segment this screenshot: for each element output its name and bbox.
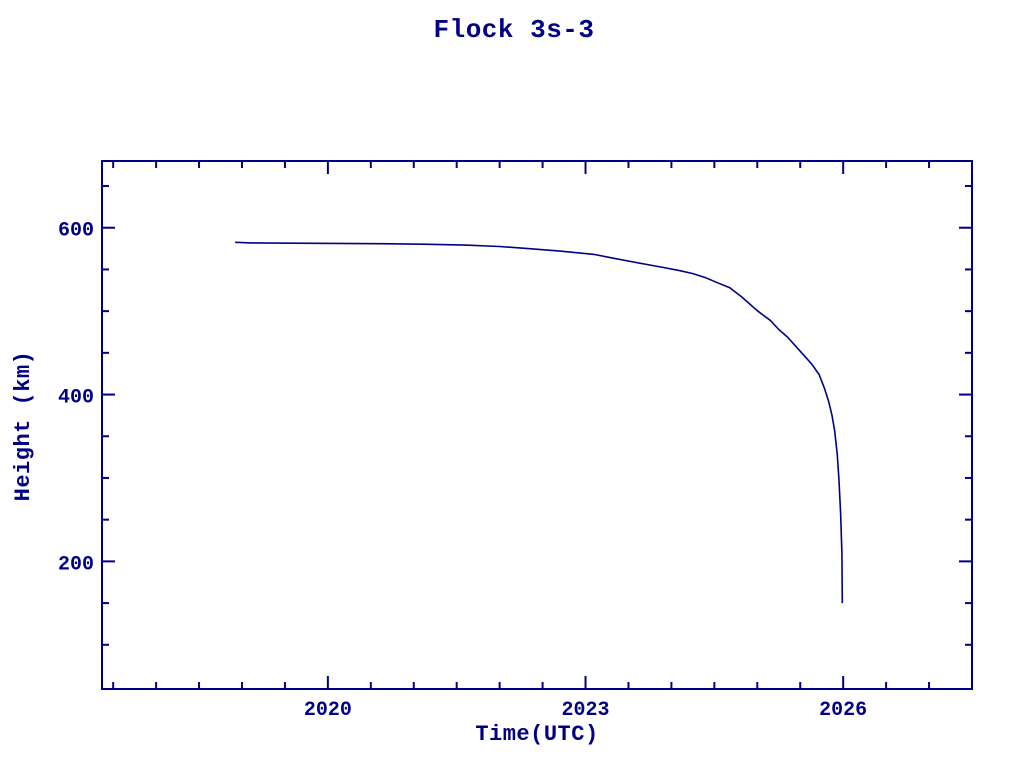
x-axis-label: Time(UTC) bbox=[475, 722, 598, 747]
axis-tick-labels: 2020 2023 2026 200 400 600 bbox=[58, 220, 867, 722]
y-axis-label: Height (km) bbox=[11, 351, 36, 502]
x-tick-label: 2023 bbox=[562, 699, 610, 722]
data-series bbox=[235, 241, 844, 604]
x-tick-label: 2026 bbox=[819, 699, 867, 722]
y-tick-label: 200 bbox=[58, 553, 94, 576]
axis-ticks bbox=[102, 161, 973, 689]
y-tick-label: 600 bbox=[58, 220, 94, 243]
y-tick-label: 400 bbox=[58, 387, 94, 410]
plot-border bbox=[101, 160, 973, 690]
height-decay-curve bbox=[235, 241, 844, 604]
chart-title: Flock 3s-3 bbox=[433, 15, 594, 45]
x-tick-label: 2020 bbox=[304, 699, 352, 722]
plot-frame bbox=[101, 160, 973, 690]
